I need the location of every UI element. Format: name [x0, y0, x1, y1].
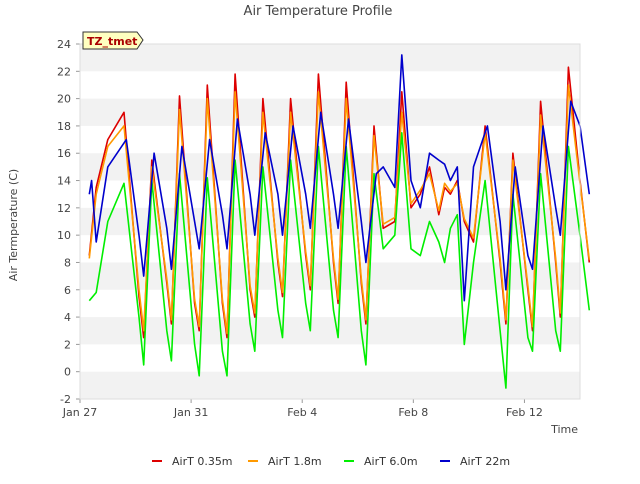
x-tick-label: Jan 27 — [62, 406, 97, 419]
x-tick-label: Feb 8 — [398, 406, 428, 419]
y-tick-label: 8 — [64, 256, 71, 269]
series-lines — [88, 54, 591, 389]
y-tick-label: 24 — [57, 38, 71, 51]
legend-label: AirT 6.0m — [364, 455, 418, 468]
x-tick-label: Feb 4 — [287, 406, 317, 419]
x-tick-label: Feb 12 — [506, 406, 543, 419]
y-tick-label: 0 — [64, 366, 71, 379]
grid-band — [80, 44, 580, 72]
series-line-0 — [88, 66, 591, 339]
y-tick-label: -2 — [60, 393, 71, 406]
chart-title: Air Temperature Profile — [244, 4, 393, 19]
y-tick-label: 22 — [57, 65, 71, 78]
y-tick-label: 14 — [57, 175, 71, 188]
annotation-badge: TZ_tmet — [82, 31, 144, 50]
series-line-1 — [88, 84, 591, 335]
legend-label: AirT 0.35m — [172, 455, 233, 468]
y-tick-label: 12 — [57, 202, 71, 215]
legend: AirT 0.35m AirT 1.8m AirT 6.0m AirT 22m — [152, 455, 510, 468]
y-tick-label: 20 — [57, 93, 71, 106]
grid-band — [80, 98, 580, 126]
x-axis-label: Time — [550, 423, 578, 436]
legend-label: AirT 22m — [460, 455, 510, 468]
x-axis-ticks: Jan 27 Jan 31 Feb 4 Feb 8 Feb 12 — [62, 399, 543, 419]
x-tick-label: Jan 31 — [173, 406, 208, 419]
y-tick-label: 16 — [57, 147, 71, 160]
y-tick-label: 18 — [57, 120, 71, 133]
y-tick-label: 10 — [57, 229, 71, 242]
y-tick-label: 6 — [64, 284, 71, 297]
legend-label: AirT 1.8m — [268, 455, 322, 468]
grid-band — [80, 371, 580, 399]
y-tick-label: 4 — [64, 311, 71, 324]
annotation-text: TZ_tmet — [87, 35, 137, 48]
plot-frame — [79, 43, 581, 400]
annotation-badge-shape — [82, 31, 144, 50]
grid-band — [80, 317, 580, 345]
y-axis-label: Air Termperature (C) — [7, 169, 20, 281]
series-line-3 — [88, 54, 591, 302]
y-tick-label: 2 — [64, 338, 71, 351]
